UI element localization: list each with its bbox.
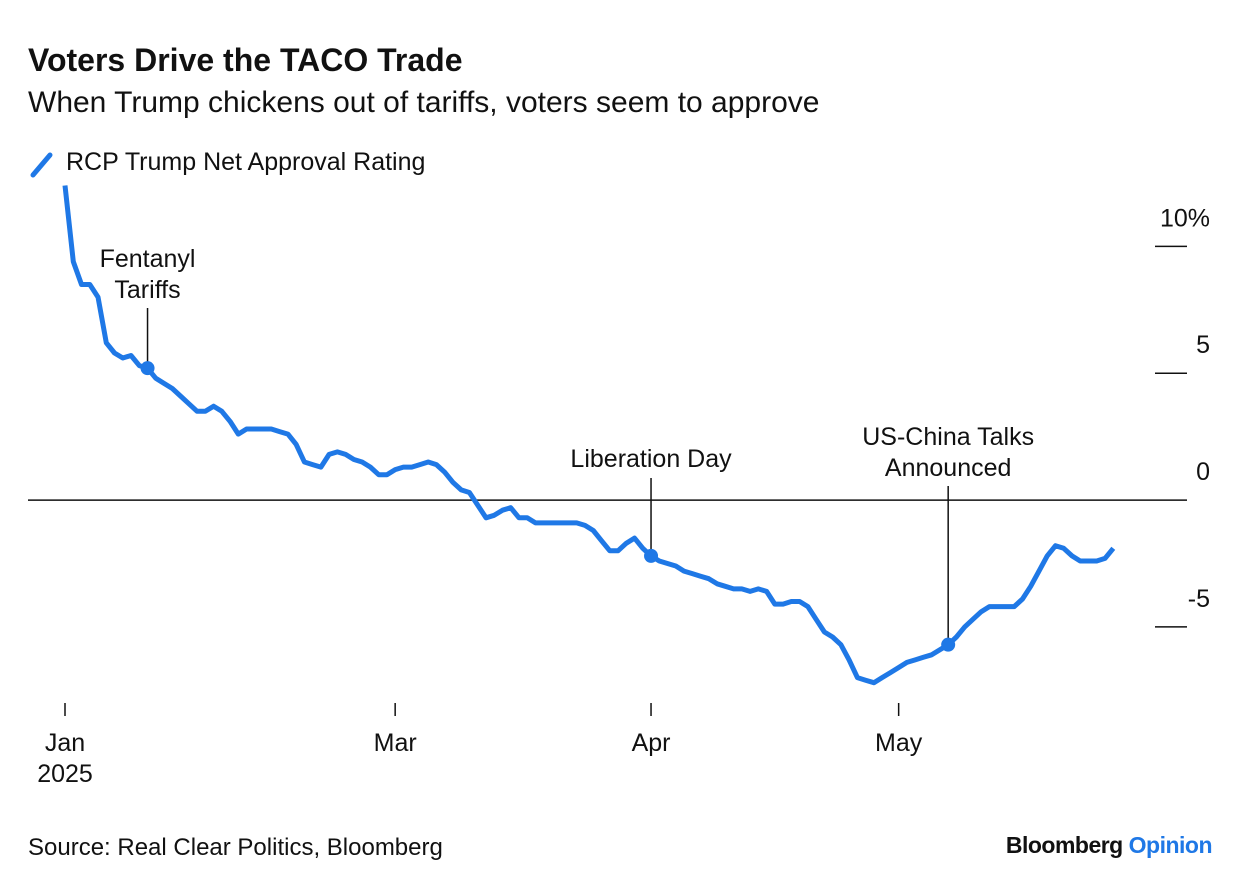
- chart-title: Voters Drive the TACO Trade: [28, 42, 463, 78]
- y-tick-label: -5: [1188, 585, 1210, 613]
- line: [62, 185, 1116, 686]
- x-tick-label: Jan 2025: [37, 729, 93, 788]
- x-tick-label: May: [875, 729, 923, 757]
- annotation-text: Liberation Day: [570, 445, 732, 473]
- brand-name: Bloomberg: [1005, 832, 1123, 858]
- annotation-text: US-China Talks Announced: [862, 423, 1035, 482]
- y-tick-label: 5: [1196, 331, 1210, 359]
- annotation-marker: [644, 548, 659, 563]
- legend-swatch: [30, 152, 53, 178]
- y-tick-label: 10%: [1160, 204, 1210, 232]
- brand-section: Opinion: [1128, 832, 1213, 858]
- source: Source: Real Clear Politics, Bloomberg: [28, 834, 443, 861]
- annotation-text: Fentanyl Tariffs: [99, 245, 196, 304]
- annotation-marker: [140, 361, 155, 376]
- branding: Bloomberg Opinion: [1005, 832, 1213, 859]
- annotation-marker: [941, 637, 956, 652]
- x-tick-label: Apr: [631, 729, 671, 757]
- x-tick-label: Mar: [373, 729, 417, 757]
- y-tick-label: 0: [1196, 458, 1210, 486]
- legend-label: RCP Trump Net Approval Rating: [66, 148, 426, 176]
- chart-subtitle: When Trump chickens out of tariffs, vote…: [28, 86, 820, 119]
